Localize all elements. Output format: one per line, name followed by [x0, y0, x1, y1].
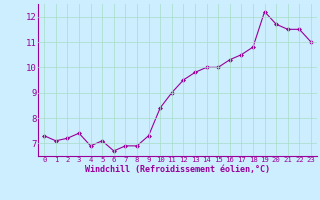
- X-axis label: Windchill (Refroidissement éolien,°C): Windchill (Refroidissement éolien,°C): [85, 165, 270, 174]
